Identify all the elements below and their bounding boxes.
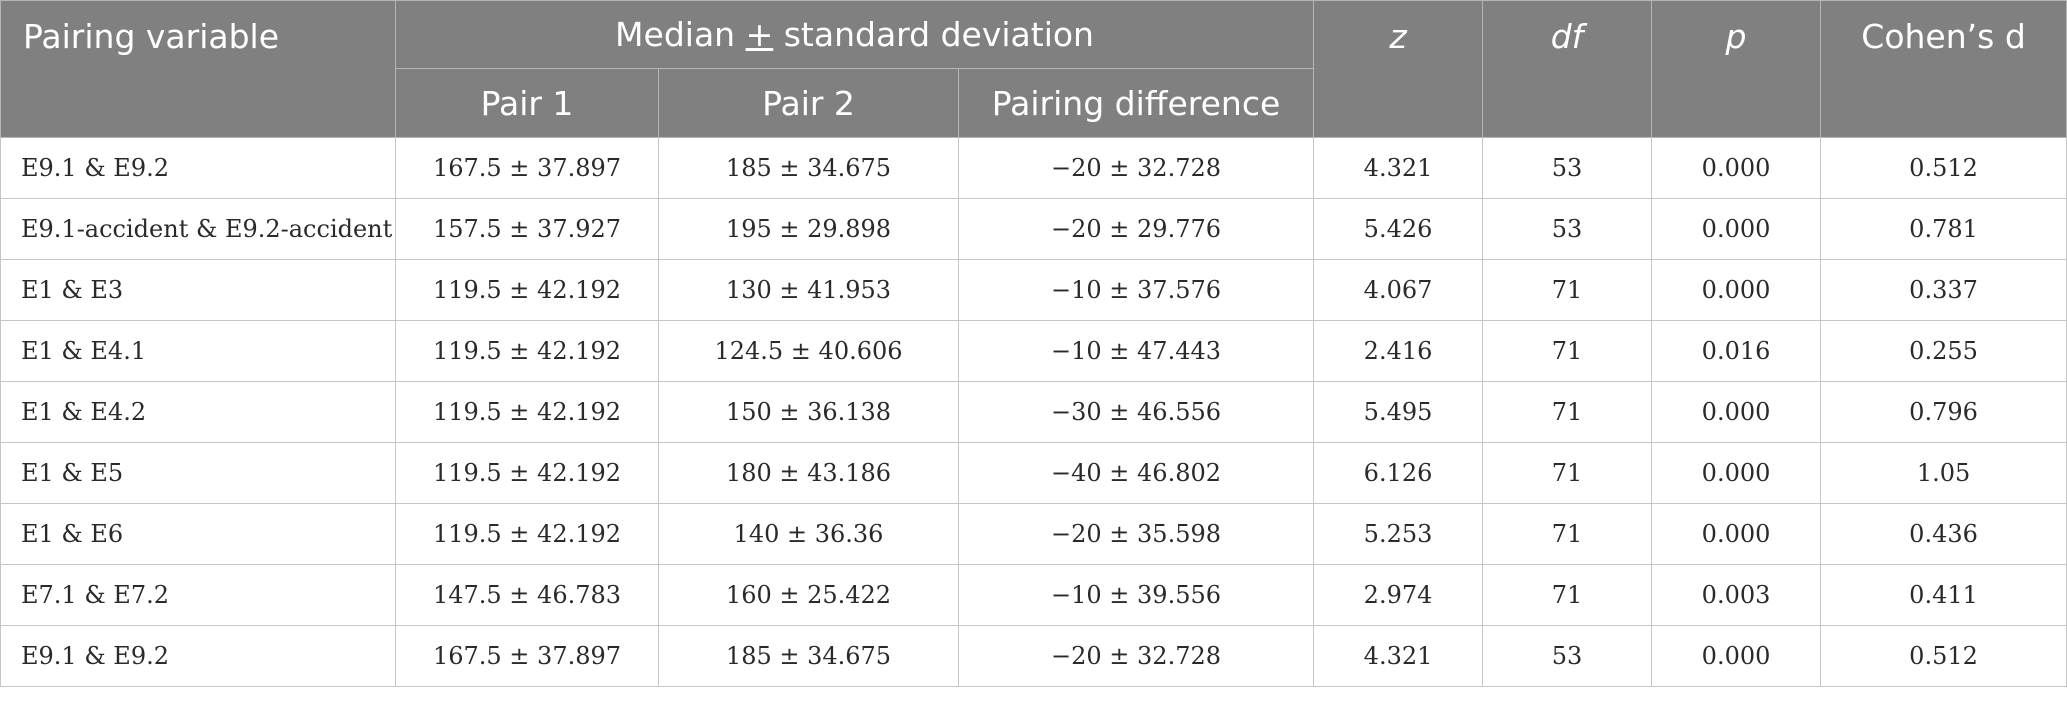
cell-difference: −10 ± 47.443 [957, 320, 1315, 382]
table-row: E9.1 & E9.2 167.5 ± 37.897 185 ± 34.675 … [0, 137, 2067, 199]
cell-difference: −20 ± 32.728 [957, 137, 1315, 199]
header-pairing-variable: Pairing variable [0, 0, 396, 138]
cell-variable: E7.1 & E7.2 [0, 564, 396, 626]
cell-variable: E9.1 & E9.2 [0, 137, 396, 199]
cell-p: 0.000 [1651, 625, 1822, 687]
cell-z: 5.426 [1313, 198, 1484, 260]
cell-z: 5.253 [1313, 503, 1484, 565]
table-row: E1 & E4.2 119.5 ± 42.192 150 ± 36.138 −3… [0, 381, 2067, 443]
header-cohens-d: Cohen’s d [1820, 0, 2067, 138]
table-row: E9.1-accident & E9.2-accident 157.5 ± 37… [0, 198, 2067, 260]
header-median-sd-after: standard deviation [773, 15, 1094, 54]
cell-difference: −20 ± 35.598 [957, 503, 1315, 565]
cell-z: 4.067 [1313, 259, 1484, 321]
cell-variable: E1 & E6 [0, 503, 396, 565]
cell-df: 71 [1482, 442, 1653, 504]
table-row: E1 & E4.1 119.5 ± 42.192 124.5 ± 40.606 … [0, 320, 2067, 382]
cell-pair2: 180 ± 43.186 [658, 442, 959, 504]
cell-variable: E9.1-accident & E9.2-accident [0, 198, 396, 260]
cell-variable: E1 & E3 [0, 259, 396, 321]
cell-pair1: 119.5 ± 42.192 [395, 259, 659, 321]
cell-df: 53 [1482, 625, 1653, 687]
cell-df: 71 [1482, 259, 1653, 321]
header-plus-sign: + [745, 15, 774, 54]
cell-variable: E1 & E4.2 [0, 381, 396, 443]
cell-df: 71 [1482, 564, 1653, 626]
cell-p: 0.016 [1651, 320, 1822, 382]
table-row: E1 & E5 119.5 ± 42.192 180 ± 43.186 −40 … [0, 442, 2067, 504]
cell-pair1: 157.5 ± 37.927 [395, 198, 659, 260]
cell-difference: −20 ± 32.728 [957, 625, 1315, 687]
cell-z: 2.416 [1313, 320, 1484, 382]
cell-cohens-d: 1.05 [1820, 442, 2067, 504]
cell-df: 53 [1482, 137, 1653, 199]
cell-pair1: 147.5 ± 46.783 [395, 564, 659, 626]
cell-pair1: 119.5 ± 42.192 [395, 442, 659, 504]
cell-p: 0.003 [1651, 564, 1822, 626]
cell-p: 0.000 [1651, 198, 1822, 260]
cell-z: 6.126 [1313, 442, 1484, 504]
cell-pair1: 167.5 ± 37.897 [395, 625, 659, 687]
cell-pair2: 185 ± 34.675 [658, 625, 959, 687]
table-row: E9.1 & E9.2 167.5 ± 37.897 185 ± 34.675 … [0, 625, 2067, 687]
header-pairing-difference: Pairing difference [957, 68, 1315, 138]
cell-p: 0.000 [1651, 503, 1822, 565]
cell-df: 71 [1482, 381, 1653, 443]
cell-z: 2.974 [1313, 564, 1484, 626]
cell-pair2: 195 ± 29.898 [658, 198, 959, 260]
cell-z: 4.321 [1313, 625, 1484, 687]
cell-cohens-d: 0.436 [1820, 503, 2067, 565]
cell-p: 0.000 [1651, 381, 1822, 443]
cell-variable: E9.1 & E9.2 [0, 625, 396, 687]
cell-pair2: 140 ± 36.36 [658, 503, 959, 565]
cell-pair2: 185 ± 34.675 [658, 137, 959, 199]
cell-p: 0.000 [1651, 137, 1822, 199]
cell-pair2: 160 ± 25.422 [658, 564, 959, 626]
cell-cohens-d: 0.337 [1820, 259, 2067, 321]
cell-p: 0.000 [1651, 259, 1822, 321]
cell-difference: −10 ± 37.576 [957, 259, 1315, 321]
cell-p: 0.000 [1651, 442, 1822, 504]
cell-pair1: 119.5 ± 42.192 [395, 503, 659, 565]
cell-pair2: 150 ± 36.138 [658, 381, 959, 443]
cell-cohens-d: 0.411 [1820, 564, 2067, 626]
statistics-table: Pairing variable Median + standard devia… [0, 0, 2067, 687]
cell-difference: −20 ± 29.776 [957, 198, 1315, 260]
table-header: Pairing variable Median + standard devia… [0, 0, 2067, 138]
cell-df: 53 [1482, 198, 1653, 260]
table-row: E1 & E6 119.5 ± 42.192 140 ± 36.36 −20 ±… [0, 503, 2067, 565]
table-body: E9.1 & E9.2 167.5 ± 37.897 185 ± 34.675 … [0, 137, 2067, 687]
header-z: z [1313, 0, 1484, 138]
cell-pair2: 124.5 ± 40.606 [658, 320, 959, 382]
cell-pair1: 119.5 ± 42.192 [395, 320, 659, 382]
cell-pair1: 119.5 ± 42.192 [395, 381, 659, 443]
table-row: E7.1 & E7.2 147.5 ± 46.783 160 ± 25.422 … [0, 564, 2067, 626]
cell-cohens-d: 0.781 [1820, 198, 2067, 260]
cell-variable: E1 & E4.1 [0, 320, 396, 382]
header-df: df [1482, 0, 1653, 138]
header-median-sd: Median + standard deviation [394, 0, 1315, 69]
cell-difference: −30 ± 46.556 [957, 381, 1315, 443]
header-median-sd-before: Median [615, 15, 746, 54]
cell-cohens-d: 0.255 [1820, 320, 2067, 382]
table-row: E1 & E3 119.5 ± 42.192 130 ± 41.953 −10 … [0, 259, 2067, 321]
header-pair1: Pair 1 [395, 68, 659, 138]
cell-df: 71 [1482, 320, 1653, 382]
cell-z: 5.495 [1313, 381, 1484, 443]
header-pair2: Pair 2 [658, 68, 959, 138]
cell-cohens-d: 0.796 [1820, 381, 2067, 443]
cell-pair1: 167.5 ± 37.897 [395, 137, 659, 199]
cell-variable: E1 & E5 [0, 442, 396, 504]
cell-cohens-d: 0.512 [1820, 625, 2067, 687]
cell-z: 4.321 [1313, 137, 1484, 199]
cell-difference: −40 ± 46.802 [957, 442, 1315, 504]
cell-difference: −10 ± 39.556 [957, 564, 1315, 626]
header-p: p [1651, 0, 1822, 138]
cell-df: 71 [1482, 503, 1653, 565]
cell-cohens-d: 0.512 [1820, 137, 2067, 199]
cell-pair2: 130 ± 41.953 [658, 259, 959, 321]
